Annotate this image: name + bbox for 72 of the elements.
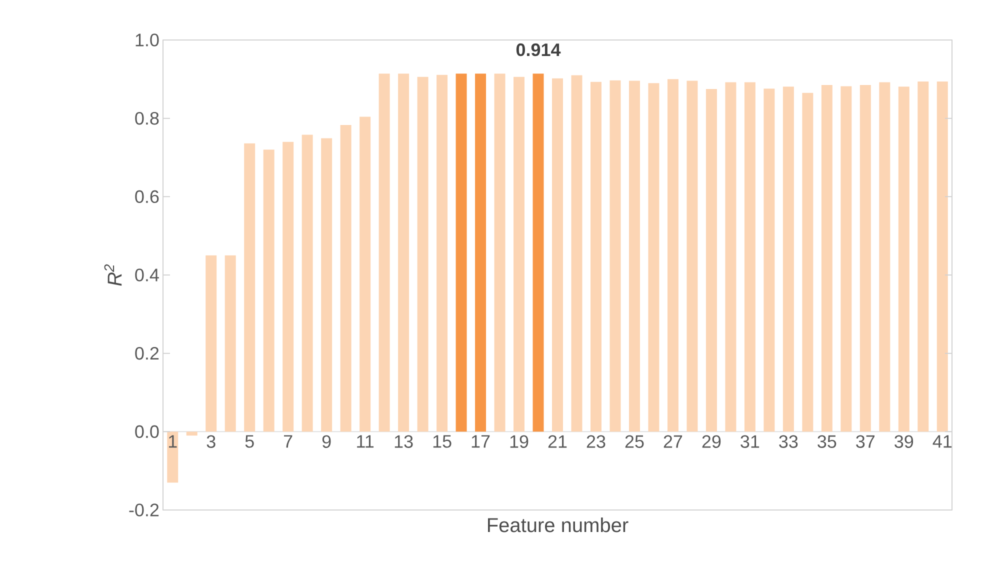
bar (840, 86, 852, 432)
data-label: 0.914 (516, 43, 561, 56)
bar (302, 134, 313, 432)
x-tick-label: 31 (740, 435, 760, 448)
bar (628, 80, 640, 432)
bar (398, 74, 410, 432)
bar (378, 74, 390, 432)
bar (764, 88, 775, 432)
x-tick-label: 21 (548, 435, 567, 448)
y-tick-label: 0.2 (135, 346, 159, 360)
bar (532, 74, 544, 432)
bar (514, 76, 525, 432)
bar (475, 74, 486, 432)
bar (552, 78, 564, 432)
bar (725, 82, 736, 432)
y-tick-label: 1.0 (136, 34, 159, 46)
bar (860, 85, 871, 432)
x-tick-label: 9 (322, 435, 331, 448)
y-tick-label: 0.8 (135, 112, 159, 125)
bar (782, 86, 794, 432)
y-axis-title: R$^{2}$ (104, 264, 122, 286)
bar (610, 80, 621, 432)
bar (167, 432, 178, 483)
y-tick-label: 0.4 (135, 268, 159, 282)
bar (744, 82, 756, 432)
y-tick-label: -0.2 (129, 504, 159, 516)
x-tick-label: 41 (932, 435, 952, 448)
bar (263, 150, 274, 432)
bar (802, 92, 814, 432)
bar (686, 80, 698, 432)
bar (340, 124, 352, 432)
x-axis-title: Feature number (488, 518, 628, 532)
x-tick-label: 29 (702, 435, 721, 448)
bar (648, 83, 660, 432)
bar (456, 74, 467, 432)
bar (667, 79, 678, 432)
x-tick-label: 7 (284, 435, 292, 448)
x-tick-label: 13 (394, 435, 413, 448)
x-tick-label: 5 (245, 435, 254, 448)
bar (206, 255, 217, 432)
bar (282, 142, 294, 432)
x-tick-label: 19 (510, 435, 528, 448)
y-tick-label: 0.6 (135, 190, 159, 204)
x-tick-label: 11 (357, 435, 374, 448)
x-tick-label: 25 (625, 435, 644, 448)
y-tick-label: 0.0 (135, 425, 159, 438)
bar (879, 82, 890, 432)
bar (321, 138, 332, 432)
bar (360, 116, 371, 432)
bar (898, 86, 910, 432)
x-tick-label: 39 (894, 435, 914, 448)
bar (936, 82, 948, 432)
bar (494, 74, 506, 432)
x-tick-label: 1 (168, 435, 177, 448)
x-tick-label: 15 (433, 435, 452, 448)
x-tick-label: 23 (586, 435, 606, 448)
bar (244, 143, 256, 432)
x-tick-label: 17 (472, 435, 490, 448)
bar (590, 82, 602, 432)
bar (821, 85, 832, 432)
x-tick-label: 35 (818, 435, 836, 448)
x-tick-label: 33 (779, 435, 798, 448)
bar (571, 75, 582, 432)
x-tick-label: 27 (664, 435, 682, 448)
bar (417, 76, 428, 432)
bar (706, 88, 717, 432)
bar (918, 82, 929, 432)
bar (186, 432, 198, 436)
bar (436, 74, 448, 432)
x-tick-label: 37 (856, 435, 875, 448)
x-tick-label: 3 (206, 435, 216, 448)
bar (224, 255, 236, 432)
